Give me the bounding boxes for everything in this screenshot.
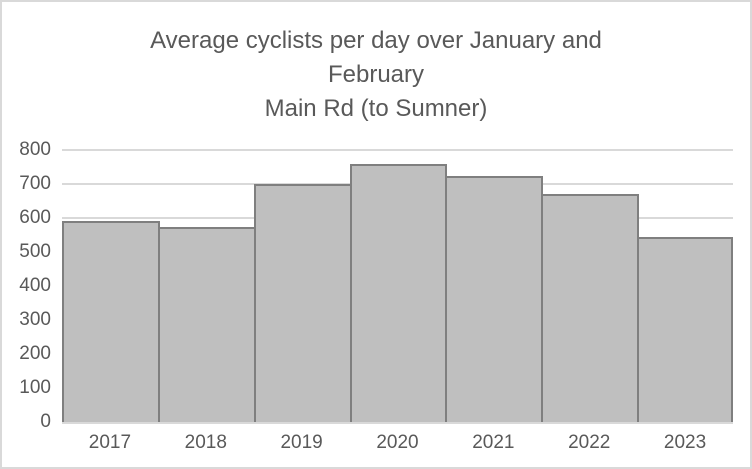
y-axis-tick-label-0: 0 <box>40 411 51 432</box>
bar-2023[interactable] <box>637 236 733 422</box>
y-axis-tick-label-800: 800 <box>19 139 51 160</box>
x-axis-line <box>62 422 733 424</box>
chart-title: Average cyclists per day over January an… <box>2 24 750 126</box>
y-axis-tick-label-700: 700 <box>19 173 51 194</box>
y-axis-tick-label-100: 100 <box>19 377 51 398</box>
bar-2021[interactable] <box>445 175 544 422</box>
y-axis-tick-label-500: 500 <box>19 241 51 262</box>
chart-title-line-2: February <box>327 61 425 88</box>
chart-title-line-1: Average cyclists per day over January an… <box>150 27 602 54</box>
bar-2022[interactable] <box>541 194 640 422</box>
bar-2018[interactable] <box>157 226 256 422</box>
bar-2017[interactable] <box>62 221 160 422</box>
x-axis-label-2022: 2022 <box>568 432 611 453</box>
gridline-800 <box>62 149 733 151</box>
y-axis-tick-label-600: 600 <box>19 207 51 228</box>
chart-title-line-3: Main Rd (to Sumner) <box>264 95 488 122</box>
y-axis-tick-label-300: 300 <box>19 309 51 330</box>
x-axis-label-2017: 2017 <box>88 432 132 453</box>
x-axis-label-2019: 2019 <box>280 432 323 453</box>
x-axis-label-2021: 2021 <box>472 432 515 453</box>
bar-2020[interactable] <box>349 163 448 422</box>
y-axis-tick-label-200: 200 <box>19 343 51 364</box>
bar-2019[interactable] <box>253 184 352 422</box>
x-axis-label-2023: 2023 <box>663 432 707 453</box>
x-axis-label-2018: 2018 <box>184 432 227 453</box>
y-axis-tick-label-400: 400 <box>19 275 51 296</box>
x-axis-label-2020: 2020 <box>376 432 419 453</box>
